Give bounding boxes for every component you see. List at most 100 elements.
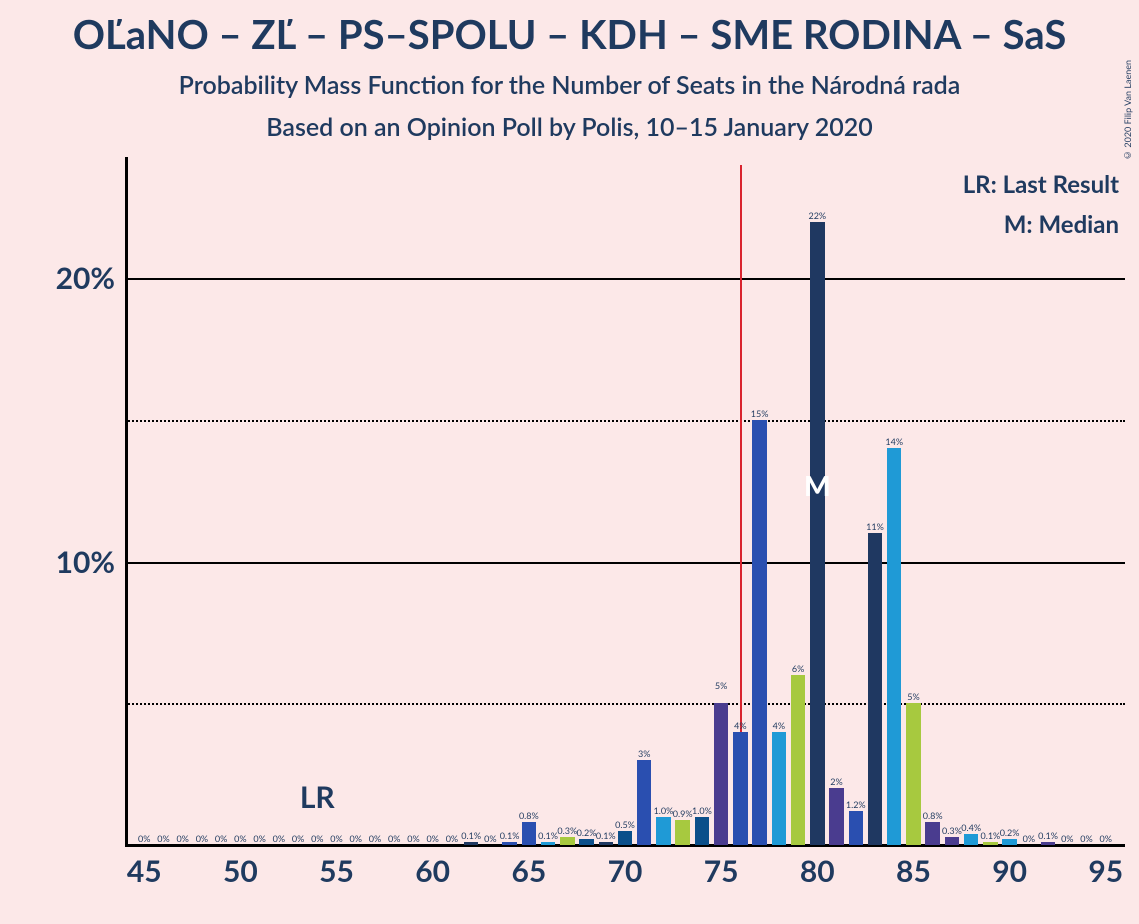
- bar-value-label: 0.3%: [557, 825, 577, 836]
- bar-value-label: 22%: [808, 210, 826, 221]
- gridline: [125, 420, 1125, 422]
- x-tick-label: 95: [1088, 853, 1123, 889]
- x-tick-label: 80: [800, 853, 835, 889]
- bar-value-label: 0%: [157, 833, 169, 844]
- bar-value-label: 0%: [330, 833, 342, 844]
- bar-value-label: 0%: [369, 833, 381, 844]
- bar-value-label: 0%: [1080, 833, 1092, 844]
- bar: 0.3%: [945, 837, 959, 846]
- bar-value-label: 0.1%: [461, 830, 481, 841]
- gridline: [125, 278, 1125, 280]
- copyright-label: © 2020 Filip Van Laenen: [1122, 60, 1133, 161]
- bar-value-label: 0.5%: [615, 819, 635, 830]
- bar: 11%: [868, 533, 882, 845]
- bar-value-label: 0.4%: [961, 822, 981, 833]
- bar: 1.2%: [849, 811, 863, 845]
- bar-value-label: 0.1%: [500, 830, 520, 841]
- bar-value-label: 5%: [907, 691, 919, 702]
- bar: 0.9%: [675, 820, 689, 846]
- y-axis: [125, 157, 128, 845]
- bar-value-label: 1.0%: [654, 805, 674, 816]
- gridline: [125, 703, 1125, 705]
- bar-value-label: 0%: [292, 833, 304, 844]
- x-tick-label: 50: [223, 853, 258, 889]
- bar-value-label: 0%: [234, 833, 246, 844]
- bar-value-label: 4%: [734, 720, 746, 731]
- bar: 0.1%: [1041, 842, 1055, 845]
- bar-value-label: 0%: [138, 833, 150, 844]
- x-tick-label: 55: [319, 853, 354, 889]
- gridline: [125, 562, 1125, 564]
- bar: 0.1%: [464, 842, 478, 845]
- bar-value-label: 2%: [830, 776, 842, 787]
- bar-value-label: 0.2%: [577, 827, 597, 838]
- bar-value-label: 0%: [1023, 833, 1035, 844]
- bar-value-label: 0%: [196, 833, 208, 844]
- bar-value-label: 4%: [773, 720, 785, 731]
- x-tick-label: 60: [415, 853, 450, 889]
- bar: 15%: [752, 420, 766, 845]
- y-tick-label: 20%: [56, 260, 115, 296]
- bar-value-label: 15%: [751, 408, 769, 419]
- bar-value-label: 0%: [407, 833, 419, 844]
- bar-value-label: 6%: [792, 663, 804, 674]
- bar-value-label: 11%: [866, 521, 884, 532]
- lr-marker: LR: [300, 779, 335, 815]
- bar: 0.2%: [1002, 839, 1016, 845]
- chart-plot-area: 10%20%4550556065707580859095LR0%0%0%0%0%…: [125, 165, 1125, 845]
- x-tick-label: 75: [704, 853, 739, 889]
- bar-value-label: 0.8%: [923, 810, 943, 821]
- bar-value-label: 3%: [638, 748, 650, 759]
- bar: 1.0%: [656, 817, 670, 845]
- bar-value-label: 0%: [1100, 833, 1112, 844]
- bar: 0.3%: [560, 837, 574, 846]
- bar: 0.1%: [502, 842, 516, 845]
- bar-value-label: 1.2%: [846, 799, 866, 810]
- bar-value-label: 0%: [311, 833, 323, 844]
- bar-value-label: 14%: [885, 436, 903, 447]
- bar-value-label: 0%: [215, 833, 227, 844]
- bar: 3%: [637, 760, 651, 845]
- bar-value-label: 0%: [388, 833, 400, 844]
- bar: 4%: [733, 732, 747, 845]
- bar: 0.1%: [541, 842, 555, 845]
- bar-value-label: 0.9%: [673, 808, 693, 819]
- bar: 22%: [810, 222, 824, 845]
- x-tick-label: 45: [127, 853, 162, 889]
- bar: 2%: [829, 788, 843, 845]
- bar-value-label: 0.1%: [538, 830, 558, 841]
- bar-value-label: 0.2%: [1000, 827, 1020, 838]
- bar: 0.8%: [925, 822, 939, 845]
- bar-value-label: 0%: [176, 833, 188, 844]
- bar-value-label: 0.1%: [1038, 830, 1058, 841]
- x-tick-label: 65: [511, 853, 546, 889]
- bar-value-label: 0%: [350, 833, 362, 844]
- bar-value-label: 5%: [715, 680, 727, 691]
- x-tick-label: 90: [992, 853, 1027, 889]
- bar-value-label: 0.3%: [942, 825, 962, 836]
- bar-value-label: 0%: [446, 833, 458, 844]
- chart-subtitle-2: Based on an Opinion Poll by Polis, 10–15…: [0, 112, 1139, 142]
- bar-value-label: 0.1%: [596, 830, 616, 841]
- chart-subtitle-1: Probability Mass Function for the Number…: [0, 70, 1139, 100]
- bar-value-label: 0.8%: [519, 810, 539, 821]
- bar: 1.0%: [695, 817, 709, 845]
- y-tick-label: 10%: [56, 544, 115, 580]
- bar-value-label: 1.0%: [692, 805, 712, 816]
- bar-value-label: 0%: [1061, 833, 1073, 844]
- bar: 0.2%: [579, 839, 593, 845]
- bar: 4%: [772, 732, 786, 845]
- bar: 0.1%: [599, 842, 613, 845]
- x-tick-label: 70: [608, 853, 643, 889]
- bar-value-label: 0%: [253, 833, 265, 844]
- bar: 5%: [714, 703, 728, 845]
- bar: 0.1%: [983, 842, 997, 845]
- chart-title: OĽaNO – ZĽ – PS–SPOLU – KDH – SME RODINA…: [0, 10, 1139, 58]
- bar: 5%: [906, 703, 920, 845]
- bar-value-label: 0%: [484, 833, 496, 844]
- bar: 0.8%: [522, 822, 536, 845]
- bar: 0.5%: [618, 831, 632, 845]
- bar-value-label: 0%: [273, 833, 285, 844]
- bar-value-label: 0%: [426, 833, 438, 844]
- bar-value-label: 0.1%: [980, 830, 1000, 841]
